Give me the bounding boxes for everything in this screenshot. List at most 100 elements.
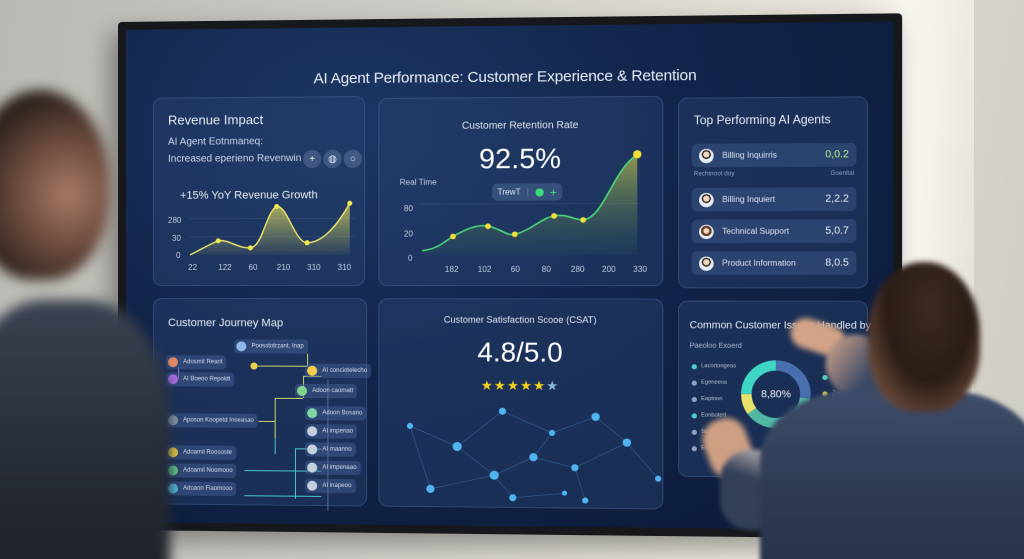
node-icon xyxy=(307,366,317,376)
customer-journey-card: Customer Journey Map Poosstotrzant, Inap xyxy=(153,298,367,506)
node-label: Adoaon Fiaomooo xyxy=(183,486,232,492)
legend-item: Eaptoon xyxy=(692,396,723,402)
csat-value: 4.8/5.0 xyxy=(379,337,662,369)
x-tick: 280 xyxy=(571,265,585,274)
agent-score: 0,0.2 xyxy=(825,149,849,160)
node-label: Adoamil Roososte xyxy=(183,449,232,455)
issues-subtitle: Paeoloo Exoerd xyxy=(690,343,742,350)
node-label: Poosstotrzant, Inap xyxy=(251,343,303,349)
node-label: AI Boeoo Repoldt xyxy=(183,376,230,382)
journey-node[interactable]: Adoamil Noomooo xyxy=(166,463,237,478)
connector xyxy=(259,421,275,422)
node-label: Aposon Koopetd Inseasao xyxy=(183,417,254,423)
journey-node[interactable]: Adoon Bosano xyxy=(305,406,366,420)
agent-score: 5,0.7 xyxy=(825,225,849,236)
journey-node[interactable]: AI inapeoo xyxy=(305,479,356,494)
avatar xyxy=(699,192,714,206)
journey-node[interactable]: AI Boeoo Repoldt xyxy=(166,372,234,386)
y-tick: 20 xyxy=(404,229,413,238)
refresh-icon[interactable]: ○ xyxy=(344,150,362,168)
agent-name: Product Information xyxy=(722,258,825,267)
revenue-title: Revenue Impact xyxy=(168,112,263,128)
agent-row[interactable]: Product Information 8,0.5 xyxy=(692,251,857,275)
person-right-body xyxy=(760,390,1024,559)
y-tick: 30 xyxy=(172,234,181,243)
node-icon xyxy=(307,426,317,436)
node-icon xyxy=(168,374,178,384)
legend-item: Lacortongeas xyxy=(692,363,736,369)
network-graphic xyxy=(379,395,664,510)
x-tick: 102 xyxy=(478,265,492,274)
person-left-body xyxy=(0,300,170,559)
top-agents-card: Top Performing AI Agents Billing Inquirr… xyxy=(678,96,868,288)
node-icon xyxy=(307,444,317,454)
journey-node[interactable]: Adoamil Roososte xyxy=(166,445,236,460)
node-label: AI impenao xyxy=(322,428,353,434)
avatar xyxy=(699,224,714,238)
node-icon xyxy=(307,481,317,491)
agent-row[interactable]: Billing Inquiert 2,2.2 xyxy=(692,187,857,211)
connector xyxy=(244,495,321,497)
journey-node[interactable]: AI conciotelecho xyxy=(305,364,371,378)
y-tick: 0 xyxy=(176,251,180,260)
csat-title: Customer Satisfaction Scooe (CSAT) xyxy=(379,314,662,325)
retention-area-chart xyxy=(418,150,645,263)
y-tick: 80 xyxy=(404,204,413,213)
avatar xyxy=(699,148,714,162)
journey-node[interactable]: Aposon Koopetd Inseasao xyxy=(166,413,258,428)
meta-right: Goenital xyxy=(830,171,854,177)
journey-node[interactable]: Adosmit Reant xyxy=(166,355,227,369)
star-empty-icon: ★ xyxy=(546,378,559,393)
issues-title: Common Customer Issues Handled by AI xyxy=(690,320,884,332)
journey-node[interactable]: Adoon caomatt xyxy=(295,384,357,398)
avatar xyxy=(699,256,714,270)
x-tick: 80 xyxy=(542,265,551,274)
node-label: AI conciotelecho xyxy=(322,368,367,374)
circle-icon[interactable]: ◍ xyxy=(323,150,341,168)
journey-node[interactable]: AI impenao xyxy=(305,424,357,438)
agent-name: Billing Inquiert xyxy=(722,195,825,205)
journey-node[interactable]: AI impenaao xyxy=(305,460,361,475)
agent-score: 2,2.2 xyxy=(825,193,849,204)
agent-row[interactable]: Technical Support 5,0.7 xyxy=(692,219,857,243)
agent-meta: Rechtnoot doy Goenital xyxy=(694,171,854,178)
journey-node[interactable]: AI maanno xyxy=(305,442,356,457)
node-label: AI maanno xyxy=(322,447,352,453)
x-tick: 60 xyxy=(248,263,257,272)
node-label: Adosmit Reant xyxy=(183,359,223,365)
x-tick: 22 xyxy=(188,263,197,272)
junction-dot xyxy=(250,362,257,369)
journey-node[interactable]: Adoaon Fiaomooo xyxy=(166,481,236,496)
agent-row[interactable]: Billing Inquirris 0,0.2 xyxy=(692,143,857,168)
x-tick: 310 xyxy=(307,263,321,272)
csat-card: Customer Satisfaction Scooe (CSAT) 4.8/5… xyxy=(378,298,663,509)
x-tick: 310 xyxy=(338,263,352,272)
agents-title: Top Performing AI Agents xyxy=(694,114,831,127)
node-icon xyxy=(297,386,307,396)
revenue-area-chart xyxy=(188,198,360,261)
connector xyxy=(275,398,276,438)
revenue-subtitle-1: AI Agent Eotnmaneq: xyxy=(168,136,263,148)
journey-title: Customer Journey Map xyxy=(168,317,283,329)
node-label: AI impenaao xyxy=(322,465,356,471)
connector xyxy=(295,448,296,498)
donut-center-value: 8,80% xyxy=(761,389,791,400)
node-icon xyxy=(236,341,246,351)
revenue-subtitle-2: Increased eperieno Revenwin xyxy=(168,153,301,165)
x-tick: 122 xyxy=(218,263,231,272)
meta-left: Rechtnoot doy xyxy=(694,171,735,177)
x-tick: 182 xyxy=(445,265,459,274)
x-tick: 330 xyxy=(633,265,647,274)
node-label: Adoon caomatt xyxy=(312,388,353,394)
node-icon xyxy=(307,408,317,418)
journey-node[interactable]: Poosstotrzant, Inap xyxy=(234,339,307,353)
retention-title: Customer Retention Rate xyxy=(379,119,662,132)
node-icon xyxy=(307,463,317,473)
y-tick: 0 xyxy=(408,254,413,263)
star-filled-icon: ★★★★★ xyxy=(481,378,546,394)
legend-item: Egeneeos xyxy=(692,380,727,386)
customer-retention-card: Customer Retention Rate 92.5% Real Time … xyxy=(378,96,663,286)
person-left-head xyxy=(0,90,110,280)
plus-icon[interactable]: + xyxy=(303,150,321,168)
node-label: AI inapeoo xyxy=(322,483,351,489)
